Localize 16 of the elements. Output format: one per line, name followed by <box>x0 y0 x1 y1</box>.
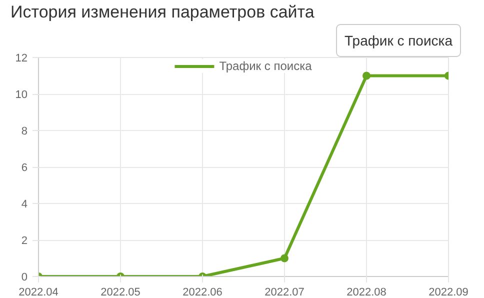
y-tick-label: 6 <box>21 162 28 174</box>
y-tick-label: 10 <box>15 89 28 101</box>
x-tick-label: 2022.09 <box>428 286 468 298</box>
y-tick-label: 0 <box>21 272 28 284</box>
x-tick-label: 2022.04 <box>18 286 58 298</box>
y-tick-label: 12 <box>15 52 28 64</box>
x-tick-label: 2022.08 <box>346 286 386 298</box>
x-tick-label: 2022.05 <box>100 286 140 298</box>
chart-title: История изменения параметров сайта <box>10 2 315 22</box>
y-tick-label: 4 <box>21 198 28 210</box>
x-tick-label: 2022.06 <box>182 286 222 298</box>
y-tick-label: 8 <box>21 126 28 138</box>
y-tick-label: 2 <box>21 235 28 247</box>
x-tick-label: 2022.07 <box>264 286 304 298</box>
legend-label: Трафик с поиска <box>219 59 312 73</box>
text: Трафик с поиска <box>344 32 453 48</box>
